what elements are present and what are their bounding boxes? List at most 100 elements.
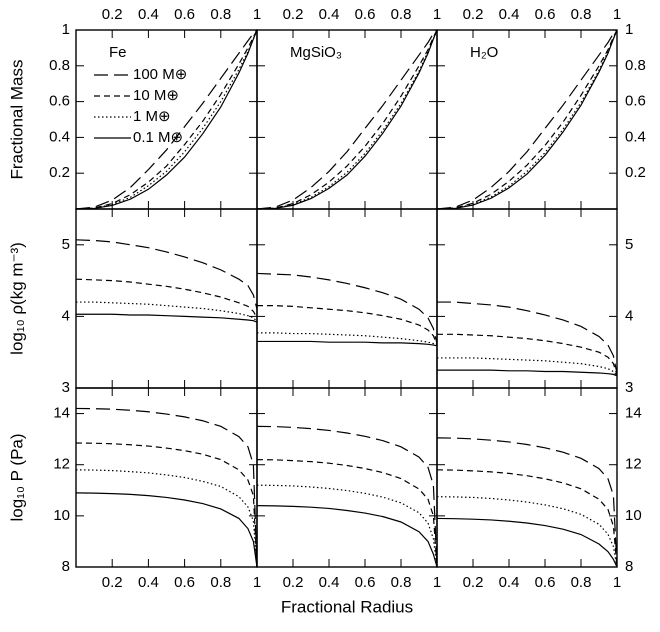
series-line	[75, 469, 258, 568]
x-tick-label: 0.8	[210, 6, 231, 23]
series-line	[436, 29, 618, 210]
series-line	[436, 29, 618, 210]
series-line	[75, 29, 258, 210]
series-line	[75, 29, 258, 210]
x-tick-label: 0.4	[499, 6, 520, 23]
panel-frame	[256, 29, 438, 210]
panel-frame	[436, 208, 618, 389]
series-line	[436, 469, 618, 568]
x-tick-label: 1	[433, 6, 441, 23]
series-line	[437, 333, 618, 376]
series-line	[256, 425, 438, 568]
series-line	[437, 369, 618, 377]
x-tick-label: 0.4	[138, 574, 159, 591]
y-tick-label: 0.6	[49, 93, 70, 110]
y-tick-label: 5	[625, 236, 633, 253]
y-tick-label: 10	[625, 507, 642, 524]
y-tick-label: 4	[625, 307, 633, 324]
x-tick-label: 0.8	[391, 574, 412, 591]
series-line	[257, 305, 438, 346]
x-tick-label: 0.8	[391, 6, 412, 23]
series-line	[257, 332, 438, 347]
series-line	[75, 29, 258, 210]
x-tick-label: 0.2	[102, 574, 123, 591]
panel-label: Fe	[109, 44, 127, 61]
y-axis-label: log₁₀ ρ(kg m⁻³)	[7, 242, 26, 355]
x-tick-label: 0.4	[499, 574, 520, 591]
x-tick-label: 1	[253, 574, 261, 591]
x-tick-label: 0.2	[102, 6, 123, 23]
legend-label: 1 M⊕	[133, 108, 171, 125]
panel-frame	[436, 387, 618, 568]
series-line	[436, 517, 618, 568]
y-axis-label: Fractional Mass	[7, 60, 26, 180]
y-tick-label: 0.4	[49, 128, 70, 145]
y-tick-label: 10	[53, 507, 70, 524]
series-line	[256, 29, 438, 210]
y-axis-label: log₁₀ P (Pa)	[7, 433, 26, 521]
series-line	[76, 313, 258, 323]
x-tick-label: 1	[253, 6, 261, 23]
series-line	[256, 29, 438, 210]
series-line	[256, 505, 438, 568]
panel-frame	[75, 387, 258, 568]
x-tick-label: 0.4	[319, 574, 340, 591]
series-line	[256, 459, 438, 568]
y-tick-label: 8	[62, 558, 70, 575]
x-tick-label: 0.2	[283, 574, 304, 591]
y-tick-label: 12	[53, 456, 70, 473]
y-tick-label: 0.4	[625, 128, 646, 145]
y-tick-label: 4	[62, 307, 70, 324]
legend-label: 10 M⊕	[133, 87, 179, 104]
y-tick-label: 8	[625, 558, 633, 575]
series-line	[436, 437, 618, 568]
series-line	[75, 407, 258, 568]
series-line	[256, 29, 438, 210]
series-line	[257, 340, 438, 347]
panel-label: MgSiO₃	[290, 44, 342, 61]
x-tick-label: 0.2	[283, 6, 304, 23]
panel-frame	[436, 29, 618, 210]
series-line	[437, 301, 618, 374]
y-tick-label: 14	[625, 405, 642, 422]
series-line	[437, 357, 618, 377]
x-tick-label: 0.8	[571, 574, 592, 591]
series-line	[75, 442, 258, 568]
x-tick-label: 0.8	[210, 574, 231, 591]
y-tick-label: 0.2	[49, 164, 70, 181]
x-tick-label: 0.6	[355, 574, 376, 591]
x-tick-label: 0.6	[535, 574, 556, 591]
legend-label: 0.1 M⊕	[133, 129, 183, 146]
y-tick-label: 3	[62, 379, 70, 396]
x-tick-label: 0.4	[319, 6, 340, 23]
x-tick-label: 0.2	[463, 574, 484, 591]
series-line	[256, 272, 438, 344]
panel-label: H₂O	[470, 44, 498, 61]
panel-frame	[256, 208, 438, 389]
series-line	[75, 29, 258, 210]
series-line	[75, 278, 258, 319]
x-tick-label: 1	[613, 574, 621, 591]
series-line	[75, 492, 258, 568]
y-tick-label: 1	[62, 21, 70, 38]
x-tick-label: 1	[433, 574, 441, 591]
y-tick-label: 5	[62, 236, 70, 253]
series-line	[75, 239, 258, 310]
x-tick-label: 0.6	[174, 6, 195, 23]
y-tick-label: 0.8	[625, 57, 646, 74]
series-line	[76, 301, 258, 322]
x-tick-label: 0.4	[138, 6, 159, 23]
y-tick-label: 14	[53, 405, 70, 422]
panel-frame	[256, 387, 438, 568]
x-tick-label: 0.6	[535, 6, 556, 23]
y-tick-label: 3	[625, 379, 633, 396]
legend-label: 100 M⊕	[133, 66, 187, 83]
y-tick-label: 1	[625, 21, 633, 38]
y-tick-label: 12	[625, 456, 642, 473]
x-tick-label: 0.2	[463, 6, 484, 23]
x-tick-label: 0.6	[174, 574, 195, 591]
panel-frame	[75, 208, 258, 389]
x-axis-label: Fractional Radius	[281, 597, 413, 616]
y-tick-label: 0.6	[625, 93, 646, 110]
series-line	[256, 484, 438, 568]
